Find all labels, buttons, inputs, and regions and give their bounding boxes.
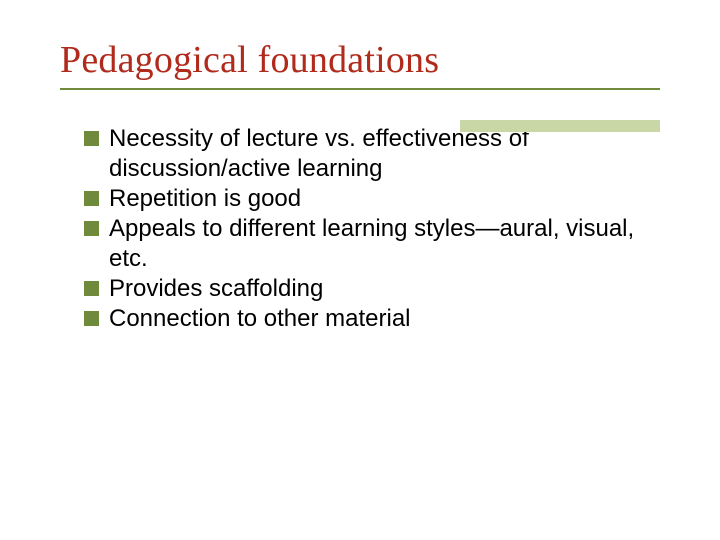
square-bullet-icon [84, 191, 99, 206]
list-item: Necessity of lecture vs. effectiveness o… [84, 124, 660, 184]
title-underline [60, 88, 660, 90]
list-item-text: Repetition is good [109, 184, 301, 214]
list-item: Repetition is good [84, 184, 660, 214]
list-item: Provides scaffolding [84, 274, 660, 304]
square-bullet-icon [84, 311, 99, 326]
slide: Pedagogical foundations Necessity of lec… [0, 0, 720, 540]
square-bullet-icon [84, 131, 99, 146]
square-bullet-icon [84, 221, 99, 236]
list-item-text: Necessity of lecture vs. effectiveness o… [109, 124, 660, 184]
slide-title: Pedagogical foundations [60, 38, 660, 82]
list-item: Connection to other material [84, 304, 660, 334]
square-bullet-icon [84, 281, 99, 296]
bullet-list: Necessity of lecture vs. effectiveness o… [60, 124, 660, 334]
list-item: Appeals to different learning styles—aur… [84, 214, 660, 274]
list-item-text: Connection to other material [109, 304, 411, 334]
list-item-text: Provides scaffolding [109, 274, 323, 304]
list-item-text: Appeals to different learning styles—aur… [109, 214, 660, 274]
accent-bar [460, 120, 660, 132]
